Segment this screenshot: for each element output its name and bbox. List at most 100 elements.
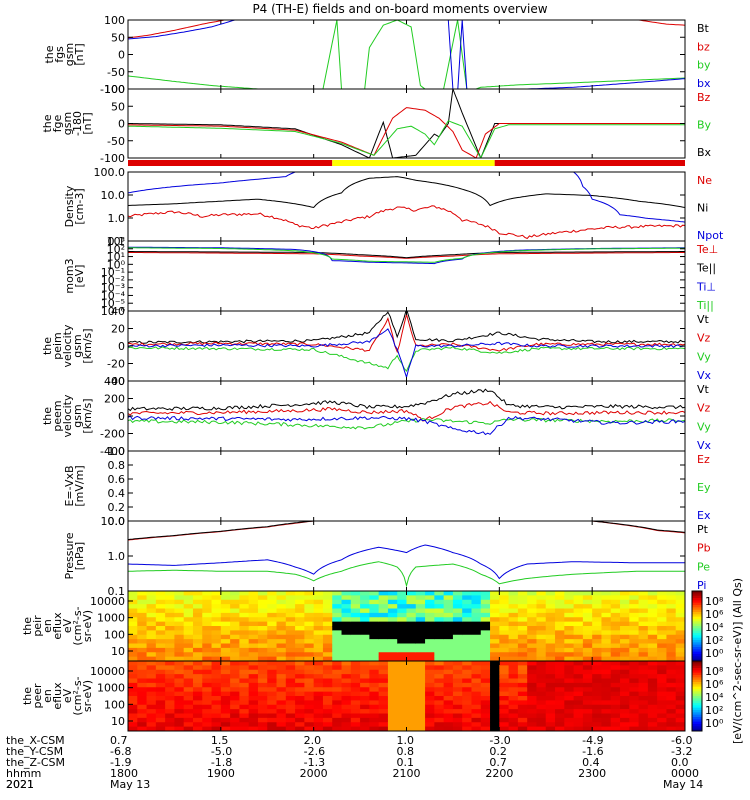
ephemeris-label: hhmm xyxy=(6,767,41,780)
heatmap-cell xyxy=(443,643,454,649)
heatmap-cell xyxy=(192,661,203,666)
heatmap-cell xyxy=(137,630,148,636)
heatmap-cell xyxy=(397,661,407,666)
heatmap-cell xyxy=(545,691,556,697)
heatmap-cell xyxy=(666,669,677,675)
heatmap-cell xyxy=(490,608,500,614)
heatmap-cell xyxy=(490,656,500,661)
heatmap-cell xyxy=(592,647,602,653)
heatmap-cell xyxy=(573,647,584,653)
heatmap-cell xyxy=(332,639,343,644)
heatmap-cell xyxy=(629,717,640,723)
heatmap-cell xyxy=(332,591,343,596)
heatmap-cell xyxy=(128,656,138,661)
ytick-label: 1000 xyxy=(97,682,125,695)
heatmap-cell xyxy=(490,665,500,671)
heatmap-cell xyxy=(638,717,649,723)
heatmap-cell xyxy=(555,713,565,719)
heatmap-cell xyxy=(452,696,463,701)
heatmap-cell xyxy=(638,621,649,627)
heatmap-cell xyxy=(471,661,482,666)
heatmap-cell xyxy=(425,678,435,684)
heatmap-cell xyxy=(415,652,426,658)
heatmap-cell xyxy=(128,709,138,714)
ephemeris-label: the_X-CSM xyxy=(6,734,65,747)
ephemeris-value: -1.8 xyxy=(211,756,232,769)
heatmap-cell xyxy=(555,678,565,684)
heatmap-cell xyxy=(239,674,250,679)
heatmap-cell xyxy=(155,691,166,697)
heatmap-cell xyxy=(369,608,380,614)
heatmap-cell xyxy=(192,656,203,661)
heatmap-cell xyxy=(647,647,658,653)
heatmap-cell xyxy=(332,691,343,697)
heatmap-cell xyxy=(267,612,278,618)
heatmap-cell xyxy=(610,591,621,596)
heatmap-cell xyxy=(137,617,148,623)
heatmap-cell xyxy=(490,678,500,684)
heatmap-cell xyxy=(657,713,667,719)
heatmap-cell xyxy=(183,621,194,627)
heatmap-cell xyxy=(406,682,417,688)
heatmap-cell xyxy=(304,652,315,658)
heatmap-cell xyxy=(434,661,445,666)
heatmap-cell xyxy=(527,713,537,719)
heatmap-cell xyxy=(183,591,194,596)
heatmap-cell xyxy=(248,678,259,684)
heatmap-cell xyxy=(666,604,677,609)
heatmap-cell xyxy=(638,643,649,649)
ephemeris-value: 1.0 xyxy=(397,734,415,747)
heatmap-cell xyxy=(174,678,185,684)
legend-entry: bx xyxy=(697,77,711,90)
heatmap-cell xyxy=(183,665,194,671)
heatmap-cell xyxy=(425,617,435,623)
heatmap-cell xyxy=(666,617,677,623)
heatmap-cell xyxy=(620,661,630,666)
heatmap-cell xyxy=(165,674,175,679)
heatmap-cell xyxy=(582,717,593,723)
heatmap-cell xyxy=(350,643,361,649)
heatmap-cell xyxy=(285,604,296,609)
heatmap-cell xyxy=(675,617,685,623)
heatmap-cell xyxy=(341,691,352,697)
heatmap-cell xyxy=(341,595,352,601)
heatmap-cell xyxy=(527,726,537,731)
ylabel-line: [nT] xyxy=(73,43,86,65)
heatmap-cell xyxy=(360,599,370,605)
heatmap-cell xyxy=(165,682,175,688)
heatmap-cell xyxy=(406,687,417,693)
heatmap-cell xyxy=(155,682,166,688)
heatmap-cell xyxy=(499,652,510,658)
heatmap-cell xyxy=(629,626,640,631)
heatmap-cell xyxy=(425,682,435,688)
heatmap-cell xyxy=(573,591,584,596)
heatmap-cell xyxy=(517,713,528,719)
heatmap-cell xyxy=(508,696,519,701)
hhmm-label: 0000 xyxy=(671,767,699,780)
heatmap-cell xyxy=(610,709,621,714)
heatmap-cell xyxy=(183,652,194,658)
heatmap-cell xyxy=(657,608,667,614)
heatmap-cell xyxy=(517,687,528,693)
heatmap-cell xyxy=(276,634,287,640)
colorbar-step xyxy=(692,630,702,634)
ytick-label: -400 xyxy=(100,445,125,458)
heatmap-cell xyxy=(267,617,278,623)
heatmap-cell xyxy=(443,626,454,631)
heatmap-cell xyxy=(508,604,519,609)
heatmap-cell xyxy=(332,643,343,649)
colorbar-step xyxy=(692,637,702,641)
heatmap-cell xyxy=(434,617,445,623)
heatmap-cell xyxy=(239,682,250,688)
heatmap-cell xyxy=(295,630,305,636)
heatmap-cell xyxy=(332,599,343,605)
heatmap-cell xyxy=(350,599,361,605)
heatmap-cells xyxy=(128,591,685,661)
heatmap-cell xyxy=(415,669,426,675)
heatmap-cell xyxy=(573,595,584,601)
heatmap-cell xyxy=(517,643,528,649)
heatmap-cell xyxy=(257,687,268,693)
heatmap-cell xyxy=(248,621,259,627)
heatmap-cell xyxy=(499,591,510,596)
